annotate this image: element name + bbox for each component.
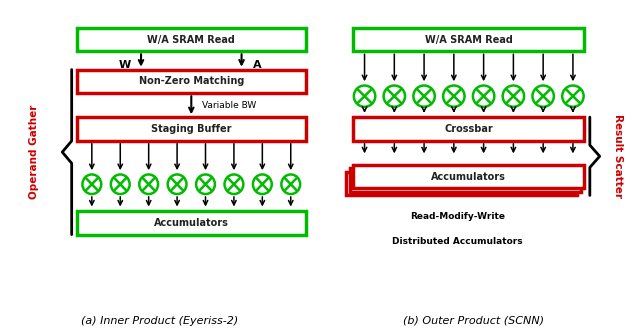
Text: Crossbar: Crossbar [444,124,493,134]
FancyBboxPatch shape [353,164,584,189]
FancyBboxPatch shape [349,168,580,192]
Text: A: A [253,60,262,70]
Text: (a) Inner Product (Eyeriss-2): (a) Inner Product (Eyeriss-2) [81,316,239,326]
FancyBboxPatch shape [77,117,305,141]
FancyBboxPatch shape [77,28,305,51]
Text: W/A SRAM Read: W/A SRAM Read [147,35,236,44]
Text: Accumulators: Accumulators [154,218,228,228]
Text: Read-Modify-Write: Read-Modify-Write [410,212,505,221]
Text: (b) Outer Product (SCNN): (b) Outer Product (SCNN) [403,316,544,326]
Text: W/A SRAM Read: W/A SRAM Read [425,35,513,44]
Text: Result Scatter: Result Scatter [613,114,623,198]
Text: Accumulators: Accumulators [431,171,506,182]
FancyBboxPatch shape [353,117,584,141]
Text: Staging Buffer: Staging Buffer [151,124,232,134]
Text: Operand Gather: Operand Gather [29,105,39,199]
Text: Non-Zero Matching: Non-Zero Matching [139,76,244,87]
FancyBboxPatch shape [353,28,584,51]
Text: W: W [119,60,131,70]
FancyBboxPatch shape [77,211,305,235]
FancyBboxPatch shape [346,172,577,195]
Text: Distributed Accumulators: Distributed Accumulators [392,238,522,246]
FancyBboxPatch shape [77,70,305,93]
Text: Variable BW: Variable BW [202,101,256,110]
